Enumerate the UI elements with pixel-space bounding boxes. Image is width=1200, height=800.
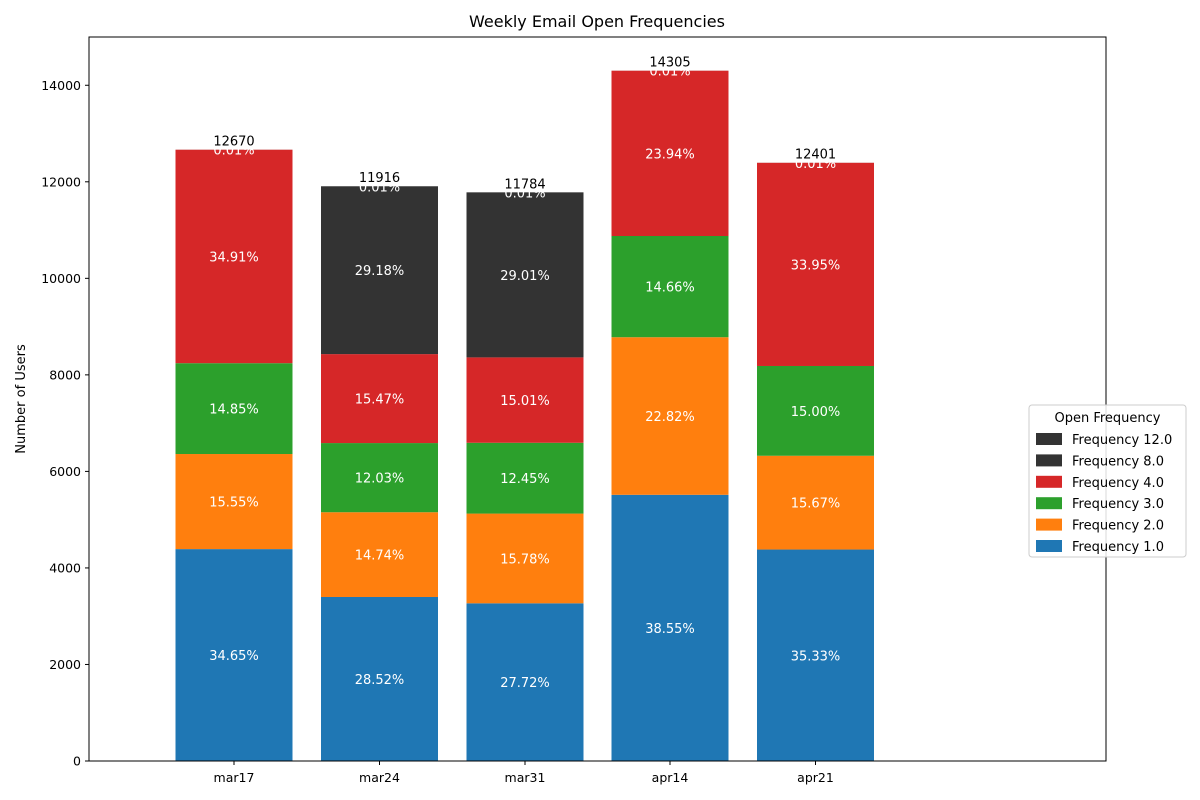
legend-swatch-series-2 (1036, 497, 1062, 510)
axes-layer: 0 2000 4000 6000 8000 10000 12000 14000 mar17 mar… (41, 36, 1107, 785)
segment-label-apr21-series-2: 15.00% (791, 405, 841, 420)
segment-label-mar31-series-4: 29.01% (500, 269, 550, 284)
total-label-mar17: 12670 (213, 135, 254, 150)
x-tick-label-mar24: mar24 (359, 770, 400, 785)
legend-box (1028, 404, 1187, 558)
legend-label-series-2: Frequency 3.0 (1072, 497, 1164, 512)
legend: Open Frequency Frequency 12.0 Frequency 8.… (1028, 404, 1187, 558)
segment-label-mar31-series-0: 27.72% (500, 676, 550, 691)
segment-label-mar24-series-5: 0.01% (359, 180, 400, 195)
bar-segment-mar31-series-3 (466, 357, 584, 443)
bar-segment-mar24-series-3 (321, 354, 438, 444)
labels-layer: 34.65%15.55%14.85%34.91%0.01%1267028.52%… (209, 56, 840, 692)
segment-label-mar24-series-2: 12.03% (355, 472, 405, 487)
legend-swatch-series-3 (1036, 475, 1062, 488)
legend-swatch-series-0 (1036, 540, 1062, 552)
bar-segment-mar31-series-4 (466, 192, 584, 358)
bar-segment-mar17-series-3 (175, 149, 293, 364)
total-label-apr14: 14305 (649, 56, 690, 71)
segment-label-mar24-series-0: 28.52% (355, 673, 405, 688)
legend-label-series-5: Frequency 12.0 (1072, 433, 1172, 448)
segment-label-mar24-series-3: 15.47% (355, 393, 405, 408)
bar-segment-apr14-series-1 (611, 337, 729, 495)
bar-segment-mar17-series-2 (175, 363, 293, 455)
segment-label-apr14-series-2: 14.66% (645, 281, 695, 296)
bar-segment-mar31-series-2 (466, 442, 584, 514)
segment-label-mar24-series-1: 14.74% (355, 549, 405, 564)
segment-label-apr14-series-1: 22.82% (645, 410, 695, 425)
bar-segment-mar31-series-0 (466, 603, 584, 761)
bars-layer (175, 70, 874, 761)
total-label-apr21: 12401 (795, 148, 836, 163)
y-tick-label: 14000 (41, 78, 81, 93)
y-tick-label: 8000 (49, 367, 81, 382)
segment-label-apr21-series-3: 33.95% (791, 258, 841, 273)
total-label-mar24: 11916 (359, 171, 400, 186)
segment-label-mar17-series-5: 0.01% (213, 144, 254, 159)
legend-swatch-series-4 (1036, 454, 1062, 467)
plot-frame (88, 36, 1107, 762)
bar-segment-mar24-series-2 (321, 443, 438, 513)
legend-swatch-series-1 (1036, 518, 1062, 531)
segment-label-mar17-series-1: 15.55% (209, 496, 259, 511)
y-tick-label: 10000 (41, 271, 81, 286)
segment-label-mar31-series-2: 12.45% (500, 472, 550, 487)
x-tick-label-apr21: apr21 (797, 770, 834, 785)
segment-label-mar17-series-0: 34.65% (209, 649, 259, 664)
segment-label-mar17-series-2: 14.85% (209, 403, 259, 418)
legend-label-series-1: Frequency 2.0 (1072, 519, 1164, 534)
y-tick-label: 6000 (49, 464, 81, 479)
bar-segment-apr21-series-2 (757, 365, 874, 456)
bar-segment-mar24-series-1 (321, 512, 438, 597)
bar-segment-mar24-series-0 (321, 596, 438, 761)
y-tick-label: 2000 (49, 657, 81, 672)
legend-label-series-3: Frequency 4.0 (1072, 476, 1164, 491)
bar-segment-apr14-series-3 (611, 70, 729, 237)
bar-segment-mar24-series-4 (321, 186, 438, 355)
segment-label-apr14-series-0: 38.55% (645, 622, 695, 637)
total-label-mar31: 11784 (504, 177, 545, 192)
segment-label-mar24-series-4: 29.18% (355, 264, 405, 279)
bar-segment-apr14-series-0 (611, 494, 729, 761)
legend-label-series-4: Frequency 8.0 (1072, 454, 1164, 469)
segment-label-apr21-series-1: 15.67% (791, 497, 841, 512)
bar-segment-apr14-series-2 (611, 236, 729, 338)
legend-title: Open Frequency (1054, 411, 1160, 426)
bar-segment-mar17-series-1 (175, 454, 293, 550)
bar-segment-apr21-series-1 (757, 455, 874, 550)
segment-label-mar31-series-1: 15.78% (500, 552, 550, 567)
bar-segment-apr21-series-0 (757, 549, 874, 761)
x-tick-label-mar17: mar17 (214, 770, 255, 785)
segment-label-mar31-series-5: 0.01% (504, 186, 545, 201)
x-tick-label-mar31: mar31 (505, 770, 546, 785)
bar-segment-apr21-series-3 (757, 162, 874, 366)
segment-label-mar31-series-3: 15.01% (500, 394, 550, 409)
segment-label-apr21-series-5: 0.01% (795, 157, 836, 172)
legend-swatch-series-5 (1036, 433, 1062, 445)
x-tick-label-apr14: apr14 (652, 770, 689, 785)
legend-label-series-0: Frequency 1.0 (1072, 540, 1164, 555)
y-tick-label: 4000 (49, 560, 81, 575)
y-tick-label: 12000 (41, 174, 81, 189)
segment-label-apr21-series-0: 35.33% (791, 649, 841, 664)
segment-label-apr14-series-5: 0.01% (649, 65, 690, 80)
bar-segment-mar31-series-1 (466, 513, 584, 604)
y-tick-label: 0 (73, 754, 81, 769)
segment-label-apr14-series-3: 23.94% (645, 147, 695, 162)
chart-title: Weekly Email Open Frequencies (469, 12, 725, 31)
bar-segment-mar17-series-0 (175, 549, 293, 761)
segment-label-mar17-series-3: 34.91% (209, 250, 259, 265)
y-axis-label: Number of Users (14, 344, 29, 454)
